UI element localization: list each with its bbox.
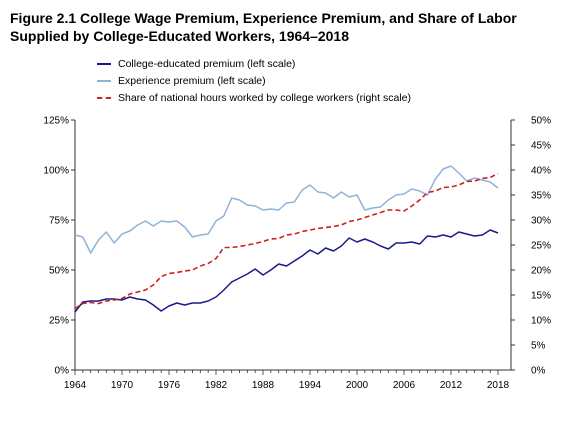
left-axis-tick-label: 100% bbox=[43, 166, 69, 177]
legend-label-college-premium: College-educated premium (left scale) bbox=[118, 58, 296, 70]
x-axis-tick-label: 1970 bbox=[111, 380, 134, 391]
right-axis-tick-label: 10% bbox=[531, 316, 551, 327]
experience-premium-line bbox=[74, 165, 499, 254]
legend-item-college-premium: College-educated premium (left scale) bbox=[97, 56, 517, 72]
legend-swatch-experience-premium bbox=[97, 80, 111, 82]
x-axis-tick-label: 2006 bbox=[393, 380, 416, 391]
right-axis-tick-label: 30% bbox=[531, 216, 551, 227]
x-axis-tick-label: 2000 bbox=[346, 380, 369, 391]
x-axis-tick-label: 1964 bbox=[64, 380, 87, 391]
right-axis-tick-label: 15% bbox=[531, 291, 551, 302]
legend-label-college-hours-share: Share of national hours worked by colleg… bbox=[118, 92, 411, 104]
right-axis-tick-label: 5% bbox=[531, 341, 546, 352]
right-axis-tick-label: 20% bbox=[531, 266, 551, 277]
chart-title: Figure 2.1 College Wage Premium, Experie… bbox=[10, 10, 517, 44]
right-axis-tick-label: 0% bbox=[531, 366, 546, 377]
x-axis-tick-label: 2018 bbox=[487, 380, 510, 391]
x-axis-tick-label: 1976 bbox=[158, 380, 181, 391]
x-axis-tick-label: 1988 bbox=[252, 380, 275, 391]
left-axis-tick-label: 75% bbox=[49, 216, 69, 227]
x-axis-tick-label: 2012 bbox=[440, 380, 463, 391]
legend-item-experience-premium: Experience premium (left scale) bbox=[97, 73, 517, 89]
right-axis-tick-label: 25% bbox=[531, 241, 551, 252]
college-hours-share-line bbox=[74, 172, 499, 310]
legend-swatch-college-hours-share bbox=[97, 97, 111, 99]
left-axis-tick-label: 25% bbox=[49, 316, 69, 327]
right-axis-tick-label: 35% bbox=[531, 191, 551, 202]
left-axis-tick-label: 125% bbox=[43, 116, 69, 127]
legend-label-experience-premium: Experience premium (left scale) bbox=[118, 75, 266, 87]
x-axis-tick-label: 1994 bbox=[299, 380, 322, 391]
legend-item-college-hours-share: Share of national hours worked by colleg… bbox=[97, 90, 517, 106]
chart-legend: College-educated premium (left scale) Ex… bbox=[97, 56, 517, 107]
x-axis-tick-label: 1982 bbox=[205, 380, 228, 391]
left-axis-tick-label: 50% bbox=[49, 266, 69, 277]
left-axis-tick-label: 0% bbox=[55, 366, 70, 377]
right-axis-tick-label: 50% bbox=[531, 116, 551, 127]
right-axis-tick-label: 40% bbox=[531, 166, 551, 177]
college-premium-line bbox=[74, 229, 499, 313]
legend-swatch-college-premium bbox=[97, 63, 111, 65]
right-axis-tick-label: 45% bbox=[531, 141, 551, 152]
